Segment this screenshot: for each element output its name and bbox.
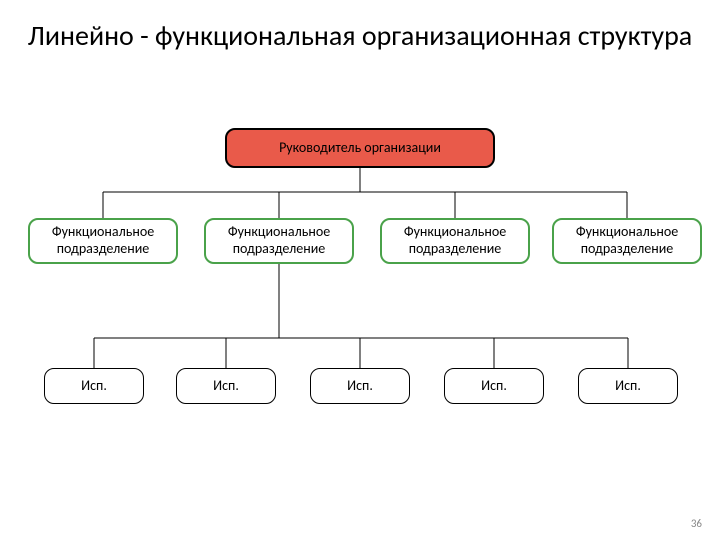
org-node-root: Руководитель организации: [225, 128, 495, 168]
org-node-e5: Исп.: [578, 368, 678, 404]
org-node-f3: Функциональное подразделение: [380, 218, 530, 264]
org-node-f2: Функциональное подразделение: [204, 218, 354, 264]
org-node-e3: Исп.: [310, 368, 410, 404]
connector-lines: [0, 0, 720, 540]
org-node-e4: Исп.: [444, 368, 544, 404]
page-number: 36: [691, 517, 702, 530]
org-node-e1: Исп.: [44, 368, 144, 404]
org-node-f1: Функциональное подразделение: [28, 218, 178, 264]
page-title: Линейно - функциональная организационная…: [0, 0, 720, 53]
org-node-e2: Исп.: [176, 368, 276, 404]
org-node-f4: Функциональное подразделение: [552, 218, 702, 264]
